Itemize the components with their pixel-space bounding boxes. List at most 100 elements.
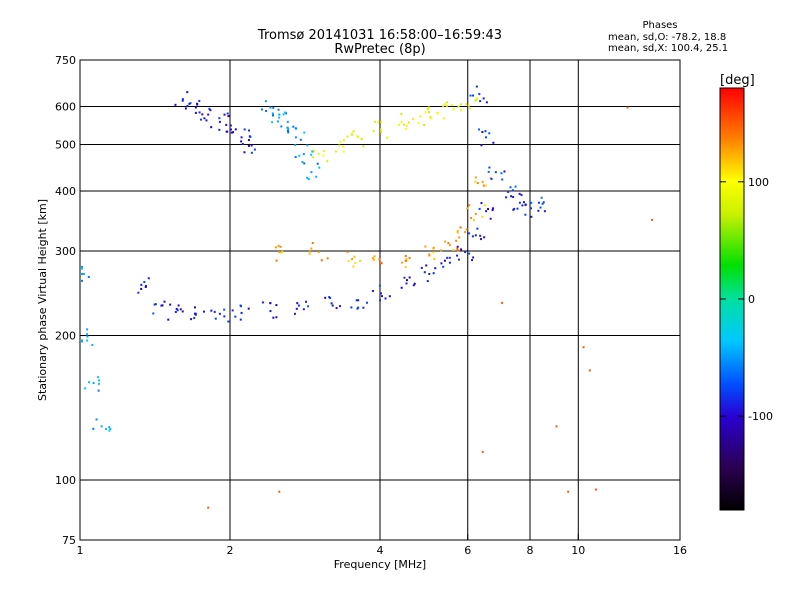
data-point [491,209,494,212]
data-point [316,162,319,165]
data-point [417,122,420,125]
data-point [98,379,101,382]
data-point [294,156,297,159]
data-point [360,138,363,141]
data-point [97,389,100,392]
data-point [518,201,521,204]
data-point [310,171,313,174]
data-point [474,180,477,183]
data-point [232,131,235,134]
data-point [457,258,460,261]
data-point [420,266,423,269]
data-point [440,249,443,252]
data-point [456,231,459,234]
data-point [269,106,272,109]
data-point [92,382,95,385]
data-point [306,176,309,179]
data-point [176,309,179,312]
data-point [249,135,252,138]
data-point [494,171,497,174]
data-point [432,272,435,275]
data-point [223,308,226,311]
data-point [468,252,471,255]
data-point [81,272,83,275]
data-point [469,107,472,110]
data-point [342,150,345,153]
data-point [353,255,356,258]
data-point [193,317,196,320]
data-point [303,162,306,165]
data-point [479,234,482,237]
data-point [384,297,387,300]
data-point [310,247,313,250]
data-point [326,160,329,163]
data-point [483,204,486,207]
data-point [530,207,532,210]
data-point [386,136,389,139]
data-point [277,108,280,111]
data-point [357,136,360,139]
data-point [302,308,305,311]
data-point [432,251,435,254]
data-point [86,335,89,338]
data-point [154,303,157,306]
data-point [474,213,477,216]
data-point [264,100,267,103]
data-point [350,133,353,136]
y-axis-label: Stationary phase Virtual Height [km] [36,199,49,401]
data-point [522,201,525,204]
data-point [482,97,485,100]
data-point [293,312,296,315]
data-point [405,128,408,131]
data-point [247,139,250,142]
data-point [317,153,320,156]
data-point [460,109,463,112]
data-point [465,103,468,106]
data-point [501,178,504,181]
data-point [373,258,376,261]
data-point [274,246,277,249]
data-point [380,128,382,131]
data-point [359,259,362,262]
data-point [426,280,429,283]
data-point [108,429,111,432]
data-point [507,191,510,194]
data-point [247,144,250,147]
data-point [457,249,460,252]
data-point [280,125,283,128]
data-point [513,207,516,210]
data-point [428,272,431,275]
data-point [555,425,558,428]
data-point [352,265,355,268]
data-point [400,120,403,123]
data-point [524,203,527,206]
data-point [100,425,103,428]
data-point [177,304,180,307]
data-point [144,284,147,287]
data-point [91,343,94,346]
data-point [378,299,381,302]
data-point [315,175,318,178]
data-point [97,376,100,379]
data-point [339,305,342,308]
data-point [98,382,101,385]
data-point [510,195,513,198]
data-point [287,131,290,134]
data-point [398,123,401,126]
data-point [468,204,471,207]
data-point [275,316,278,319]
data-point [446,256,449,259]
data-point [537,209,540,212]
data-point [86,333,89,336]
data-point [208,107,211,110]
data-point [380,130,383,133]
data-point [210,309,213,312]
data-point [460,248,463,251]
data-point [303,131,306,134]
data-point [357,299,360,302]
data-point [175,307,178,310]
data-point [286,129,289,132]
data-point [324,296,327,299]
data-point [434,267,437,270]
data-point [199,118,202,121]
